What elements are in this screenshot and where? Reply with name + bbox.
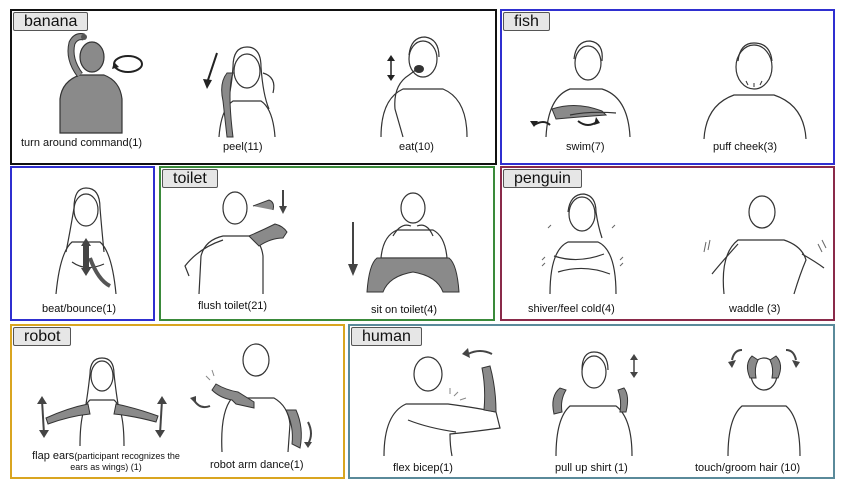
sign-label-flush-toilet: flush toilet(21) — [198, 300, 268, 312]
sign-label-waddle: waddle (3) — [729, 303, 781, 315]
figure-pull-up-shirt — [540, 348, 650, 457]
panel-penguin: penguin shiver/feel cold(4) waddle (3) — [500, 166, 835, 321]
figure-flex-bicep — [378, 348, 518, 457]
sign-label-eat: eat(10) — [399, 141, 434, 153]
sign-label-shiver: shiver/feel cold(4) — [528, 303, 615, 315]
category-tag-toilet: toilet — [162, 169, 218, 188]
flap-ears-label-main: flap ears — [32, 450, 75, 462]
panel-robot: robot flap ears(participant recognizes t… — [10, 324, 345, 479]
sign-label-peel: peel(11) — [223, 141, 263, 153]
category-tag-fish: fish — [503, 12, 550, 31]
sign-label-puff-cheek: puff cheek(3) — [713, 141, 778, 153]
figure-turn-around-command — [42, 29, 152, 134]
sign-label-robot-arm-dance: robot arm dance(1) — [210, 459, 304, 471]
figure-beat-bounce — [42, 182, 132, 295]
flap-ears-label-line2: ears as wings) (1) — [70, 462, 142, 472]
figure-sit-on-toilet — [341, 192, 481, 298]
sign-label-flex-bicep: flex bicep(1) — [393, 462, 453, 474]
sign-label-groom-hair: touch/groom hair (10) — [695, 462, 801, 474]
figure-peel — [197, 37, 297, 138]
panel-toilet: toilet flush toilet(21) sit on toilet(4) — [159, 166, 495, 321]
category-tag-banana: banana — [13, 12, 89, 31]
figure-flush-toilet — [179, 186, 309, 295]
flap-ears-label-note: (participant recognizes the — [74, 451, 180, 461]
sign-label-sit-on-toilet: sit on toilet(4) — [371, 304, 438, 316]
figure-puff-cheek — [700, 41, 810, 140]
category-tag-robot: robot — [13, 327, 72, 346]
panel-banana: banana turn around command(1) peel(11) — [10, 9, 497, 165]
figure-waddle — [702, 194, 832, 295]
figure-flap-ears — [32, 357, 172, 447]
sign-label-flap-ears: flap ears(participant recognizes the ear… — [28, 451, 184, 473]
figure-groom-hair — [714, 348, 814, 457]
sign-label-beat-bounce: beat/bounce(1) — [42, 303, 116, 315]
sign-label-turn-around-command: turn around command(1) — [21, 137, 143, 149]
sign-label-pull-up-shirt: pull up shirt (1) — [555, 462, 628, 474]
figure-eat — [367, 29, 477, 138]
category-tag-human: human — [351, 327, 422, 346]
panel-human: human flex bicep(1) pull up shirt (1) — [348, 324, 835, 479]
panel-fish-extra: beat/bounce(1) — [10, 166, 155, 321]
panel-fish: fish swim(7) puff cheek(3) — [500, 9, 835, 165]
figure-robot-arm-dance — [190, 340, 320, 453]
figure-swim — [530, 37, 640, 138]
sign-label-swim: swim(7) — [566, 141, 605, 153]
figure-shiver — [538, 193, 628, 295]
category-tag-penguin: penguin — [503, 169, 582, 188]
